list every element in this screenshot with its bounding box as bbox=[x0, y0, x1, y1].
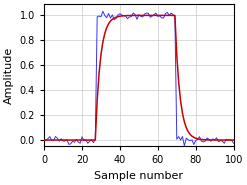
Y-axis label: Amplitude: Amplitude bbox=[4, 47, 14, 104]
X-axis label: Sample number: Sample number bbox=[94, 171, 183, 181]
